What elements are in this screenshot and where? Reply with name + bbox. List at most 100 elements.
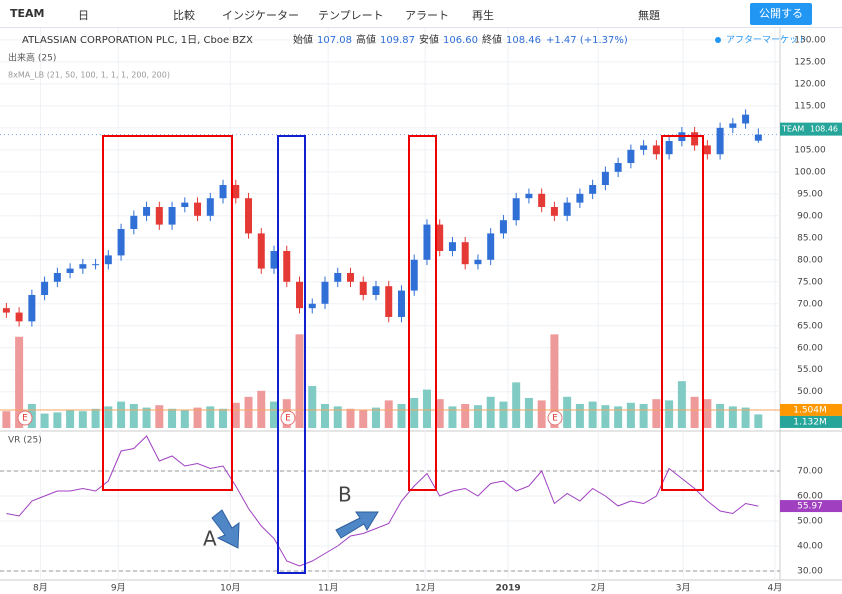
x-tick-label: 2月 — [591, 583, 606, 594]
candle-body — [15, 312, 23, 322]
publish-button[interactable]: 公開する — [750, 3, 812, 25]
candle-body — [499, 220, 507, 234]
x-tick-label: 9月 — [111, 583, 126, 594]
candle-body — [28, 294, 36, 322]
candle-body — [652, 145, 660, 155]
volume-bar — [2, 411, 11, 428]
volume-bar — [728, 406, 737, 428]
volume-last-tag — [780, 415, 842, 428]
candle-body — [397, 290, 405, 317]
legend-title: ATLASSIAN CORPORATION PLC, 1日, Cboe BZX — [22, 35, 253, 46]
volume-bar — [321, 403, 329, 428]
y-tick-label: 50.00 — [797, 517, 823, 527]
after-market[interactable]: アフターマーケット — [726, 35, 807, 46]
interval[interactable]: 日 — [78, 9, 89, 22]
candle-body — [257, 233, 265, 269]
candle-body — [512, 198, 520, 221]
candle-body — [754, 134, 762, 141]
candle-body — [66, 268, 74, 273]
volume-ma-label: 1.504M — [793, 405, 827, 415]
volume-ma-tag — [780, 403, 842, 416]
study-label[interactable]: 8xMA_LB (21, 50, 100, 1, 1, 1, 200, 200) — [8, 71, 170, 80]
earnings-marker[interactable]: E — [17, 410, 33, 426]
y-tick-label: 120.00 — [794, 79, 826, 89]
volume-bar — [142, 407, 151, 428]
study-label[interactable]: VR (25) — [8, 436, 42, 446]
candle-body — [627, 149, 635, 164]
candle-body — [410, 259, 418, 291]
legend-value: 106.60 — [443, 35, 478, 46]
legend-label: 終値 — [482, 33, 502, 46]
candle-body — [143, 207, 151, 216]
vr-line — [6, 435, 759, 567]
y-tick-label: 90.00 — [797, 211, 823, 221]
candle-body — [194, 202, 202, 216]
candle-body — [321, 281, 329, 304]
candle-body — [346, 272, 354, 282]
last-price-symbol: TEAM — [781, 125, 804, 134]
volume-bar — [639, 403, 648, 428]
volume-bar — [563, 396, 572, 428]
volume-bar — [78, 411, 87, 428]
candle-body — [283, 250, 291, 282]
templates[interactable]: テンプレート — [318, 9, 384, 22]
candle-body — [334, 272, 342, 282]
candle-body — [385, 286, 393, 317]
x-tick-label: 11月 — [318, 583, 338, 594]
volume-bar — [168, 408, 177, 428]
y-tick-label: 70.00 — [797, 299, 823, 309]
x-tick-label: 3月 — [676, 583, 691, 594]
layout-name[interactable]: 無題 — [638, 9, 660, 22]
alert[interactable]: アラート — [405, 9, 449, 22]
volume-bar — [104, 406, 113, 428]
volume-bar — [601, 405, 610, 428]
y-tick-label: 70.00 — [797, 467, 823, 477]
candle-body — [232, 185, 240, 199]
y-tick-label: 60.00 — [797, 343, 823, 353]
candle-body — [155, 207, 163, 225]
earnings-label: E — [22, 414, 28, 424]
volume-bar — [346, 408, 355, 428]
legend-change: +1.47 (+1.37%) — [546, 35, 628, 46]
candle-body — [487, 233, 495, 260]
volume-bar — [53, 412, 62, 428]
candle-body — [601, 171, 609, 186]
status-dot — [715, 37, 721, 43]
earnings-marker[interactable]: E — [280, 410, 296, 426]
study-label[interactable]: 出来高 (25) — [8, 52, 56, 64]
x-tick-label: 12月 — [415, 583, 435, 594]
y-tick-label: 100.00 — [794, 167, 826, 177]
y-tick-label: 40.00 — [797, 542, 823, 552]
y-tick-label: 65.00 — [797, 321, 823, 331]
candle-body — [742, 114, 750, 124]
volume-bar — [66, 409, 75, 428]
candle-body — [691, 132, 699, 146]
vr-last-label: 55.97 — [797, 502, 823, 512]
candle-body — [181, 202, 189, 208]
legend-label: 安値 — [419, 33, 439, 46]
replay[interactable]: 再生 — [472, 9, 494, 22]
y-tick-label: 80.00 — [797, 255, 823, 265]
highlight-box — [102, 135, 233, 491]
volume-bar — [588, 401, 597, 428]
candle-body — [665, 141, 673, 155]
indicators[interactable]: インジケーター — [222, 9, 299, 22]
x-tick-label: 10月 — [220, 583, 240, 594]
volume-bar — [333, 406, 342, 428]
y-tick-label: 50.00 — [797, 387, 823, 397]
symbol[interactable]: TEAM — [10, 7, 45, 20]
candle-body — [448, 242, 456, 251]
compare[interactable]: 比較 — [173, 9, 195, 22]
earnings-marker[interactable]: E — [547, 410, 563, 426]
volume-bar — [15, 336, 24, 428]
y-tick-label: 55.00 — [797, 365, 823, 375]
arrow — [211, 509, 240, 549]
earnings-label: E — [552, 414, 558, 424]
last-price-label: 108.46 — [810, 125, 838, 134]
volume-bar — [524, 397, 533, 428]
candle-body — [53, 272, 61, 282]
volume-bar — [295, 334, 304, 428]
highlight-box — [661, 135, 704, 491]
